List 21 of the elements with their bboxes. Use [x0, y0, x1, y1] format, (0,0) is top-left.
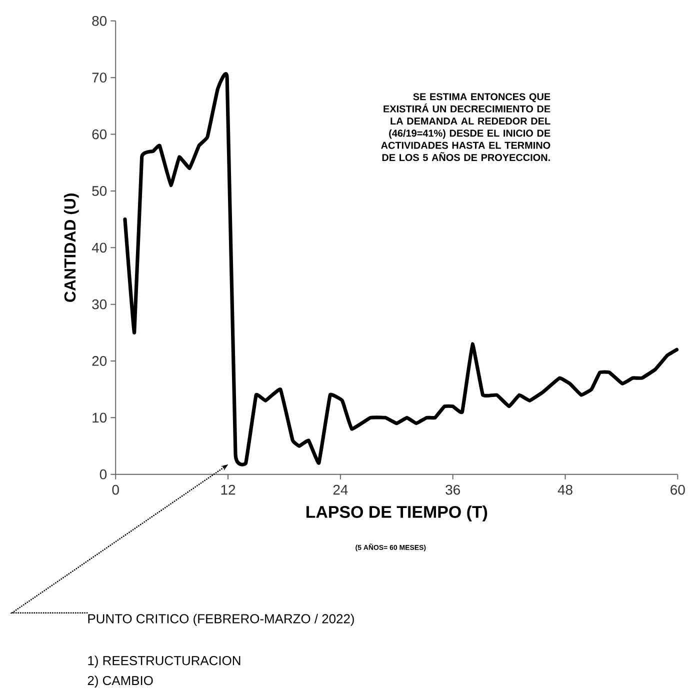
- x-tick-label: 0: [112, 484, 120, 495]
- y-tick-label: 40: [92, 242, 107, 253]
- x-tick-label: 60: [670, 484, 686, 495]
- y-tick-label: 0: [100, 469, 107, 480]
- text: 2) CAMBIO: [88, 676, 153, 688]
- x-axis-title: LAPSO DE TIEMPO (T): [306, 506, 488, 522]
- y-tick-label: 50: [92, 186, 107, 196]
- x-tick-label: 36: [446, 484, 460, 495]
- x-tick-label: 12: [221, 484, 236, 495]
- y-tick-label: 70: [92, 72, 107, 83]
- y-axis-title: CANTIDAD (U): [64, 194, 79, 302]
- y-tick-label: 60: [92, 129, 107, 140]
- y-tick-label: 30: [92, 299, 107, 310]
- x-tick-label: 24: [334, 484, 348, 495]
- y-tick-label: 20: [92, 356, 107, 366]
- y-tick-label: 10: [92, 412, 107, 423]
- x-tick-label: 48: [558, 484, 573, 495]
- text: 1) REESTRUCTURACION: [88, 656, 240, 668]
- text: PUNTO CRITICO (FEBRERO-MARZO / 2022): [88, 614, 354, 626]
- y-tick-label: 80: [92, 16, 107, 26]
- annotation: SE ESTIMA ENTONCES QUE EXISTIRÁ UN DECRECIMIENTO DE LA DEMANDA AL REDEDOR DEL (46/19=41%) DESDE EL INICIO DE ACTIVIDADES HASTA EL TERMINO DE LOS 5 AÑOS DE PROYECCION.: [381, 93, 550, 162]
